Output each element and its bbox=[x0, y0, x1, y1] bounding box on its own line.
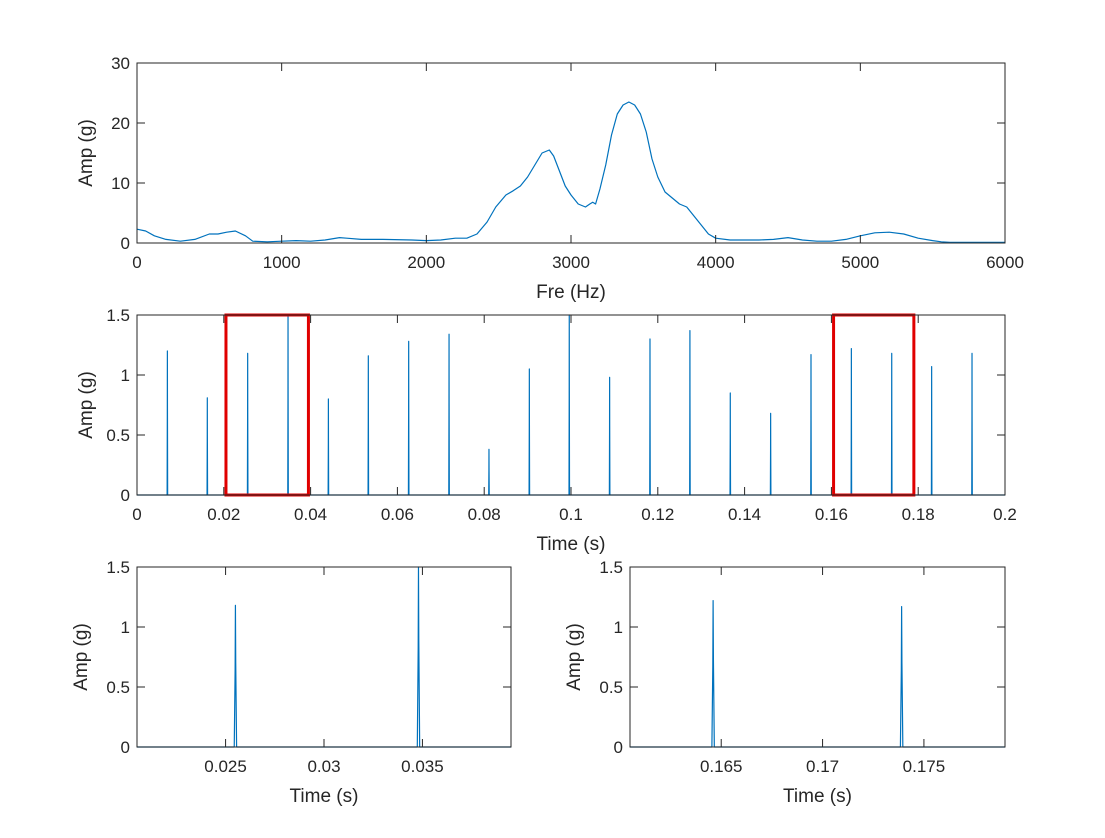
x-tick-label: 0.12 bbox=[641, 505, 674, 524]
chart-time-zoom-1: 0.025 0.03 0.035 0 0.5 1 1.5 Time (s) Amp (g) bbox=[71, 558, 512, 807]
x-tick-label: 1000 bbox=[263, 253, 301, 272]
axes-frame-time-zoom-1 bbox=[136, 566, 512, 748]
y-tick-label: 10 bbox=[111, 174, 130, 193]
x-tick-label: 3000 bbox=[552, 253, 590, 272]
x-tick-label: 0.04 bbox=[294, 505, 327, 524]
x-tick-label: 0.14 bbox=[728, 505, 761, 524]
y-axis-label: Amp (g) bbox=[564, 623, 585, 691]
x-tick-label: 5000 bbox=[841, 253, 879, 272]
x-tick-label: 2000 bbox=[407, 253, 445, 272]
y-tick-label: 1 bbox=[121, 618, 130, 637]
series-line-time-zoom-2-0 bbox=[630, 599, 1005, 748]
x-tick-label: 0.18 bbox=[902, 505, 935, 524]
chart-time-full: 0 0.02 0.04 0.06 0.08 0.1 0.12 0.14 0.16 0.18 0.2 0… bbox=[76, 306, 1017, 555]
y-axis-label: Amp (g) bbox=[76, 371, 97, 439]
y-tick-label: 0 bbox=[614, 738, 623, 757]
x-tick-label: 4000 bbox=[697, 253, 735, 272]
series-line-time-zoom-1-0 bbox=[137, 566, 511, 748]
y-tick-label: 0 bbox=[121, 738, 130, 757]
y-tick-label: 0.5 bbox=[106, 426, 130, 445]
axes-frame-spectrum bbox=[136, 62, 1006, 244]
x-tick-label: 0.2 bbox=[993, 505, 1017, 524]
y-tick-label: 1.5 bbox=[599, 558, 623, 577]
y-tick-label: 1 bbox=[121, 366, 130, 385]
series-line-time-full-0 bbox=[137, 314, 1005, 496]
y-tick-label: 30 bbox=[111, 54, 130, 73]
x-tick-label: 0.06 bbox=[381, 505, 414, 524]
x-tick-label: 0.1 bbox=[559, 505, 583, 524]
x-tick-label: 0.035 bbox=[401, 757, 444, 776]
x-tick-label: 0.165 bbox=[700, 757, 743, 776]
x-tick-label: 0.08 bbox=[468, 505, 501, 524]
x-tick-label: 0.175 bbox=[903, 757, 946, 776]
x-tick-label: 0 bbox=[132, 253, 141, 272]
x-axis-label: Time (s) bbox=[537, 534, 606, 555]
x-axis-label: Time (s) bbox=[783, 786, 852, 807]
x-tick-label: 0.02 bbox=[207, 505, 240, 524]
highlight-window-1 bbox=[224, 313, 310, 497]
x-tick-label: 0.16 bbox=[815, 505, 848, 524]
x-tick-label: 6000 bbox=[986, 253, 1024, 272]
y-tick-label: 20 bbox=[111, 114, 130, 133]
x-axis-label: Time (s) bbox=[290, 786, 359, 807]
axes-frame-time-zoom-2 bbox=[629, 566, 1006, 748]
highlight-window-2 bbox=[832, 313, 916, 497]
series-line-spectrum-0 bbox=[136, 101, 1005, 243]
x-tick-label: 0.025 bbox=[204, 757, 247, 776]
y-tick-label: 1.5 bbox=[106, 306, 130, 325]
y-tick-label: 0 bbox=[121, 486, 130, 505]
x-axis-label: Fre (Hz) bbox=[536, 282, 606, 303]
y-axis-label: Amp (g) bbox=[76, 119, 97, 187]
y-tick-label: 0.5 bbox=[599, 678, 623, 697]
y-tick-label: 1.5 bbox=[106, 558, 130, 577]
y-tick-label: 1 bbox=[614, 618, 623, 637]
x-tick-label: 0.17 bbox=[806, 757, 839, 776]
chart-time-zoom-2: 0.165 0.17 0.175 0 0.5 1 1.5 Time (s) Amp (g) bbox=[564, 558, 1006, 807]
chart-spectrum: 0 1000 2000 3000 4000 5000 6000 0 10 20 30 Fre (Hz)… bbox=[76, 54, 1024, 303]
y-axis-label: Amp (g) bbox=[71, 623, 92, 691]
axes-frame-time-full bbox=[136, 314, 1006, 496]
x-tick-label: 0 bbox=[132, 505, 141, 524]
x-tick-label: 0.03 bbox=[307, 757, 340, 776]
y-tick-label: 0 bbox=[121, 234, 130, 253]
y-tick-label: 0.5 bbox=[106, 678, 130, 697]
